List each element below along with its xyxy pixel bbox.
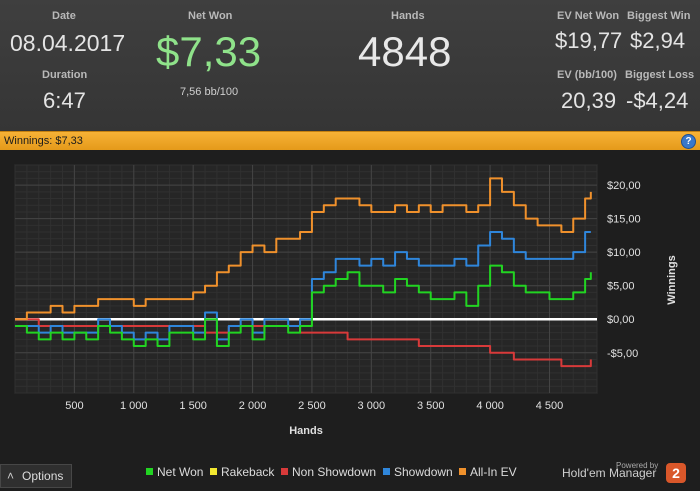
- legend-non-showdown-label: Non Showdown: [292, 465, 377, 479]
- options-label: Options: [22, 469, 64, 483]
- duration-value: 6:47: [43, 88, 86, 113]
- y-tick-label: -$5,00: [607, 348, 638, 360]
- x-tick-label: 500: [65, 400, 83, 412]
- powered-by: Powered by: [616, 461, 659, 470]
- date-label: Date: [52, 10, 76, 22]
- series-lines: [15, 177, 592, 368]
- legend-all-in-ev[interactable]: All-In EV: [459, 465, 517, 479]
- ev-bb-label: EV (bb/100): [557, 69, 617, 81]
- hands-value: 4848: [358, 28, 452, 75]
- biggest-win-label: Biggest Win: [627, 10, 691, 22]
- legend-net-won[interactable]: Net Won: [146, 465, 203, 479]
- x-tick-label: 3 500: [417, 400, 445, 412]
- y-axis-label: Winnings: [666, 255, 678, 304]
- x-tick-label: 4 000: [476, 400, 504, 412]
- duration-label: Duration: [42, 69, 88, 81]
- legend-rakeback-label: Rakeback: [221, 465, 275, 479]
- date-value: 08.04.2017: [10, 30, 126, 56]
- winnings-bar: Winnings: $7,33 ?: [0, 131, 700, 151]
- y-tick-label: $5,00: [607, 281, 635, 293]
- brand-name: Hold'em Manager: [562, 466, 657, 480]
- footer: ˄ Options Net Won Rakeback Non Showdown S…: [0, 460, 700, 491]
- grid: [14, 164, 598, 394]
- winnings-label: Winnings: $7,33: [4, 135, 83, 147]
- options-button[interactable]: ˄ Options: [0, 464, 72, 488]
- x-tick-label: 2 000: [239, 400, 267, 412]
- bb-per-100: 7,56 bb/100: [180, 86, 239, 98]
- series-line-showdown: [15, 231, 591, 341]
- legend-non-showdown[interactable]: Non Showdown: [281, 465, 376, 479]
- series-line-all-in-ev: [15, 177, 592, 321]
- all-in-ev-swatch: [459, 468, 466, 475]
- y-ticks: -$5,00 $0,00 $5,00 $10,00 $15,00 $20,00: [607, 180, 641, 360]
- non-showdown-swatch: [281, 468, 288, 475]
- biggest-loss-label: Biggest Loss: [625, 69, 695, 81]
- legend-all-in-ev-label: All-In EV: [470, 465, 517, 479]
- net-won-label: Net Won: [188, 10, 233, 22]
- y-tick-label: $15,00: [607, 214, 641, 226]
- x-axis-label: Hands: [289, 425, 323, 437]
- x-ticks: 500 1 000 1 500 2 000 2 500 3 000 3 500 4 000 4 …: [65, 400, 563, 412]
- x-tick-label: 1 500: [179, 400, 207, 412]
- x-tick-label: 4 500: [536, 400, 564, 412]
- brand-logo: 2: [666, 463, 686, 483]
- net-won-swatch: [146, 468, 153, 475]
- y-tick-label: $20,00: [607, 180, 641, 192]
- ev-net-won-value: $19,77: [555, 28, 623, 53]
- rakeback-swatch: [210, 468, 217, 475]
- net-won-value: $7,33: [156, 28, 262, 75]
- biggest-win-value: $2,94: [630, 28, 686, 53]
- legend-showdown-label: Showdown: [394, 465, 453, 479]
- ev-net-won-label: EV Net Won: [557, 10, 620, 22]
- y-tick-label: $0,00: [607, 314, 635, 326]
- showdown-swatch: [383, 468, 390, 475]
- biggest-loss-value: -$4,24: [626, 88, 689, 113]
- legend-showdown[interactable]: Showdown: [383, 465, 453, 479]
- ev-bb-value: 20,39: [561, 88, 617, 113]
- hands-label: Hands: [391, 10, 425, 22]
- stats-panel: Date 08.04.2017 Duration 6:47 Net Won $7…: [0, 0, 700, 131]
- question-icon[interactable]: ?: [681, 134, 696, 149]
- series-line-net-won: [15, 264, 592, 348]
- x-tick-label: 3 000: [358, 400, 386, 412]
- x-tick-label: 2 500: [298, 400, 326, 412]
- legend-rakeback[interactable]: Rakeback: [210, 465, 274, 479]
- legend-net-won-label: Net Won: [157, 465, 204, 479]
- series-line-non-showdown: [15, 318, 592, 368]
- y-tick-label: $10,00: [607, 247, 641, 259]
- chart-area: 500 1 000 1 500 2 000 2 500 3 000 3 500 4 000 4 …: [0, 150, 700, 460]
- x-tick-label: 1 000: [120, 400, 148, 412]
- winnings-chart: 500 1 000 1 500 2 000 2 500 3 000 3 500 4 000 4 …: [14, 164, 678, 437]
- caret-up-icon: ˄: [7, 469, 15, 483]
